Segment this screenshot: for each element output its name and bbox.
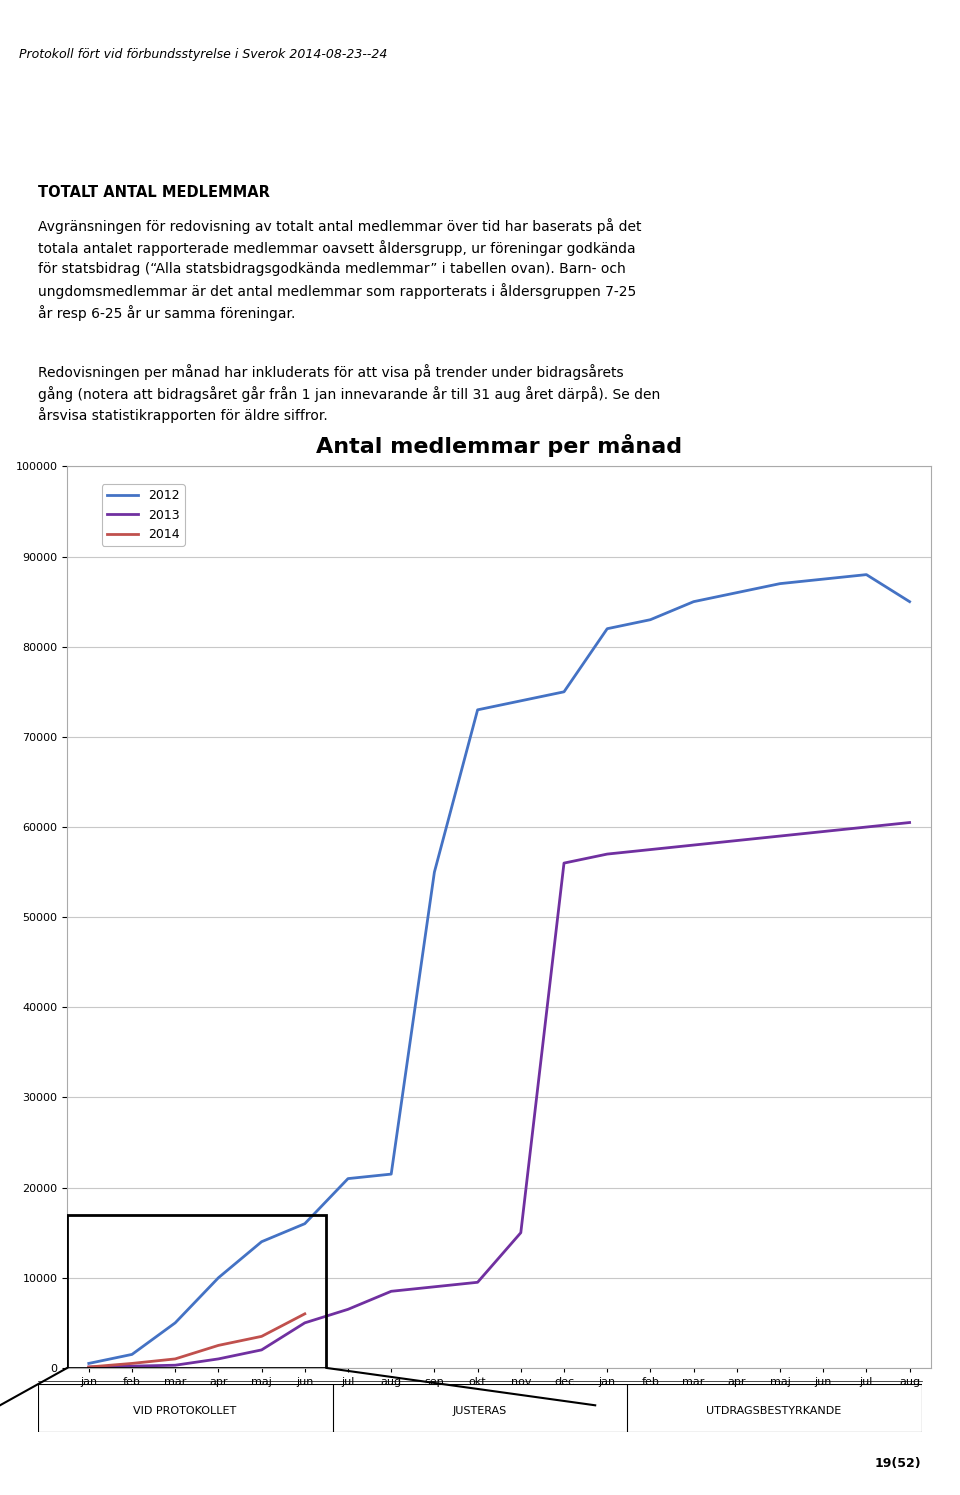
2013 bbox=[212, 1350, 224, 1368]
Text: årsvisa statistikrapporten för äldre siffror.: årsvisa statistikrapporten för äldre sif… bbox=[38, 408, 328, 423]
2013 bbox=[558, 854, 569, 872]
Text: år resp 6-25 år ur samma föreningar.: år resp 6-25 år ur samma föreningar. bbox=[38, 305, 296, 321]
2013 bbox=[299, 1314, 310, 1332]
2014 bbox=[255, 1328, 267, 1346]
2012 bbox=[731, 583, 742, 601]
Bar bbox=[67, 1214, 326, 1368]
2014 bbox=[169, 1350, 180, 1368]
Text: gång (notera att bidragsåret går från 1 jan innevarande år till 31 aug året därp: gång (notera att bidragsåret går från 1 … bbox=[38, 386, 660, 402]
2012 bbox=[687, 592, 699, 610]
2012 bbox=[342, 1169, 353, 1187]
2013 bbox=[255, 1341, 267, 1359]
2013 bbox=[342, 1301, 353, 1319]
Legend: 2012, 2013, 2014: 2012, 2013, 2014 bbox=[102, 484, 184, 546]
2012 bbox=[127, 1346, 138, 1363]
Text: VID PROTOKOLLET: VID PROTOKOLLET bbox=[132, 1405, 236, 1416]
2013 bbox=[903, 813, 915, 831]
2013 bbox=[428, 1278, 440, 1296]
2012 bbox=[817, 570, 828, 588]
2013 bbox=[515, 1224, 526, 1242]
Line: 2012: 2012 bbox=[88, 574, 909, 1363]
2013 bbox=[817, 822, 828, 840]
Title: Antal medlemmar per månad: Antal medlemmar per månad bbox=[316, 434, 683, 456]
2014 bbox=[212, 1337, 224, 1354]
Text: JUSTERAS: JUSTERAS bbox=[453, 1405, 507, 1416]
2014 bbox=[83, 1357, 94, 1375]
2012 bbox=[903, 592, 915, 610]
2012 bbox=[644, 611, 656, 629]
2013 bbox=[601, 845, 612, 863]
Text: för statsbidrag (“Alla statsbidragsgodkända medlemmar” i tabellen ovan). Barn- o: för statsbidrag (“Alla statsbidragsgodkä… bbox=[38, 262, 626, 275]
Text: Sverok: Sverok bbox=[861, 52, 910, 66]
2012 bbox=[774, 574, 785, 592]
Line: 2014: 2014 bbox=[88, 1314, 304, 1366]
2012 bbox=[299, 1215, 310, 1233]
2012 bbox=[601, 620, 612, 638]
2013 bbox=[687, 836, 699, 854]
Text: Redovisningen per månad har inkluderats för att visa på trender under bidragsåre: Redovisningen per månad har inkluderats … bbox=[38, 365, 624, 380]
2012 bbox=[515, 692, 526, 710]
2012 bbox=[860, 565, 872, 583]
2014 bbox=[299, 1305, 310, 1323]
2012 bbox=[83, 1354, 94, 1372]
Line: 2013: 2013 bbox=[88, 822, 909, 1366]
2012 bbox=[558, 683, 569, 701]
2012 bbox=[471, 701, 483, 719]
2013 bbox=[860, 818, 872, 836]
Text: Protokoll fört vid förbundsstyrelse i Sverok 2014-08-23--24: Protokoll fört vid förbundsstyrelse i Sv… bbox=[19, 48, 388, 61]
2012 bbox=[212, 1269, 224, 1287]
2012 bbox=[428, 863, 440, 881]
2012 bbox=[385, 1165, 397, 1183]
Text: UTDRAGSBESTYRKANDE: UTDRAGSBESTYRKANDE bbox=[707, 1405, 842, 1416]
2013 bbox=[644, 840, 656, 858]
2014 bbox=[127, 1354, 138, 1372]
2013 bbox=[731, 831, 742, 849]
Text: TOTALT ANTAL MEDLEMMAR: TOTALT ANTAL MEDLEMMAR bbox=[38, 185, 271, 200]
2012 bbox=[169, 1314, 180, 1332]
2013 bbox=[83, 1357, 94, 1375]
Text: totala antalet rapporterade medlemmar oavsett åldersgrupp, ur föreningar godkänd: totala antalet rapporterade medlemmar oa… bbox=[38, 241, 636, 256]
2013 bbox=[169, 1356, 180, 1374]
Text: ungdomsmedlemmar är det antal medlemmar som rapporterats i åldersgruppen 7-25: ungdomsmedlemmar är det antal medlemmar … bbox=[38, 284, 636, 299]
Text: 19(52): 19(52) bbox=[875, 1456, 922, 1470]
2013 bbox=[127, 1357, 138, 1375]
2012 bbox=[255, 1233, 267, 1251]
Circle shape bbox=[857, 7, 914, 46]
Text: Avgränsningen för redovisning av totalt antal medlemmar över tid har baserats på: Avgränsningen för redovisning av totalt … bbox=[38, 218, 642, 235]
2013 bbox=[385, 1283, 397, 1301]
2013 bbox=[471, 1274, 483, 1292]
2013 bbox=[774, 827, 785, 845]
